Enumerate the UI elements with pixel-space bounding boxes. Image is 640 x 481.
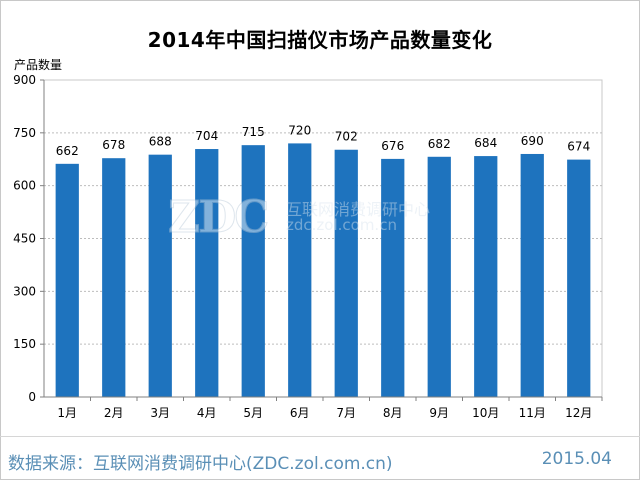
bar	[288, 143, 312, 397]
x-tick-label: 1月	[57, 406, 77, 420]
y-tick-label: 150	[13, 337, 36, 351]
x-tick-label: 9月	[429, 406, 449, 420]
x-tick-label: 5月	[243, 406, 263, 420]
data-label: 690	[521, 134, 544, 148]
bar	[334, 149, 358, 397]
x-tick-label: 10月	[472, 406, 499, 420]
bar	[241, 145, 265, 397]
y-tick-label: 450	[13, 232, 36, 246]
bar	[195, 149, 219, 397]
x-tick-label: 3月	[150, 406, 170, 420]
bar	[55, 163, 79, 397]
bar	[427, 156, 451, 397]
data-label: 702	[335, 130, 358, 144]
x-tick-label: 2月	[104, 406, 124, 420]
data-label: 720	[288, 123, 311, 137]
x-tick-label: 8月	[383, 406, 403, 420]
plot-area	[43, 79, 603, 398]
y-tick-label: 300	[13, 284, 36, 298]
bar	[148, 154, 172, 397]
bar	[381, 158, 405, 397]
bar	[567, 159, 591, 397]
bar	[474, 156, 498, 397]
data-label: 662	[56, 144, 79, 158]
x-tick-label: 4月	[197, 406, 217, 420]
chart-title: 2014年中国扫描仪市场产品数量变化	[147, 28, 493, 52]
y-tick-label: 750	[13, 126, 36, 140]
bar-chart: 662 678 688 704 715 720 702 676 682 684 690 674 0 15…	[13, 73, 603, 420]
data-label: 676	[381, 139, 404, 153]
data-label: 674	[567, 140, 590, 154]
x-tick-label: 6月	[290, 406, 310, 420]
data-label: 682	[428, 137, 451, 151]
data-label: 684	[474, 136, 497, 150]
x-tick-label: 12月	[565, 406, 592, 420]
footer-source: 数据来源：互联网消费调研中心(ZDC.zol.com.cn)	[8, 454, 393, 474]
y-tick-label: 0	[28, 390, 36, 404]
y-axis-label: 产品数量	[14, 58, 63, 72]
data-label: 715	[242, 125, 265, 139]
data-label: 678	[102, 138, 125, 152]
x-tick-label: 11月	[519, 406, 546, 420]
footer-date: 2015.04	[541, 449, 612, 469]
data-label: 704	[195, 129, 218, 143]
bar	[102, 158, 126, 397]
x-tick-label: 7月	[336, 406, 356, 420]
y-tick-label: 600	[13, 179, 36, 193]
y-tick-label: 900	[13, 73, 36, 87]
footer: 数据来源：互联网消费调研中心(ZDC.zol.com.cn) 2015.04	[0, 436, 640, 481]
bar	[520, 153, 544, 397]
data-label: 688	[149, 135, 172, 149]
